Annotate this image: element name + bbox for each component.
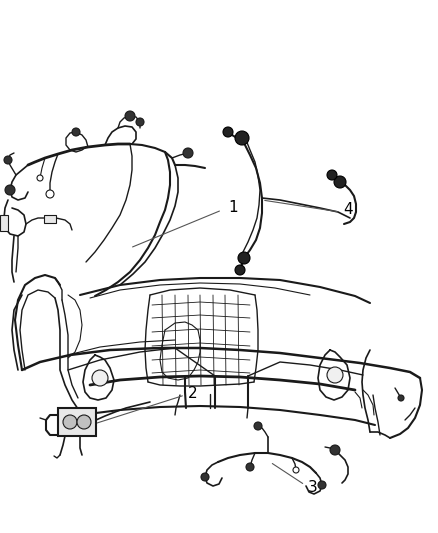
Text: 3: 3 — [308, 480, 318, 495]
Circle shape — [238, 252, 250, 264]
Circle shape — [4, 156, 12, 164]
Circle shape — [183, 148, 193, 158]
Circle shape — [125, 111, 135, 121]
Circle shape — [330, 445, 340, 455]
Bar — [58, 408, 96, 436]
Circle shape — [246, 463, 254, 471]
Circle shape — [37, 175, 43, 181]
Circle shape — [63, 415, 77, 429]
Circle shape — [235, 131, 249, 145]
Circle shape — [92, 370, 108, 386]
Circle shape — [327, 170, 337, 180]
Text: 1: 1 — [228, 200, 238, 215]
Circle shape — [72, 128, 80, 136]
Circle shape — [318, 481, 326, 489]
Text: 2: 2 — [188, 385, 198, 400]
Circle shape — [223, 127, 233, 137]
Bar — [44, 215, 56, 223]
Circle shape — [293, 467, 299, 473]
Text: 4: 4 — [343, 203, 353, 217]
Circle shape — [77, 415, 91, 429]
Circle shape — [327, 367, 343, 383]
Bar — [0, 215, 8, 231]
Circle shape — [334, 176, 346, 188]
Circle shape — [254, 422, 262, 430]
Circle shape — [5, 185, 15, 195]
Circle shape — [398, 395, 404, 401]
Circle shape — [201, 473, 209, 481]
Circle shape — [46, 190, 54, 198]
Circle shape — [136, 118, 144, 126]
Circle shape — [235, 265, 245, 275]
